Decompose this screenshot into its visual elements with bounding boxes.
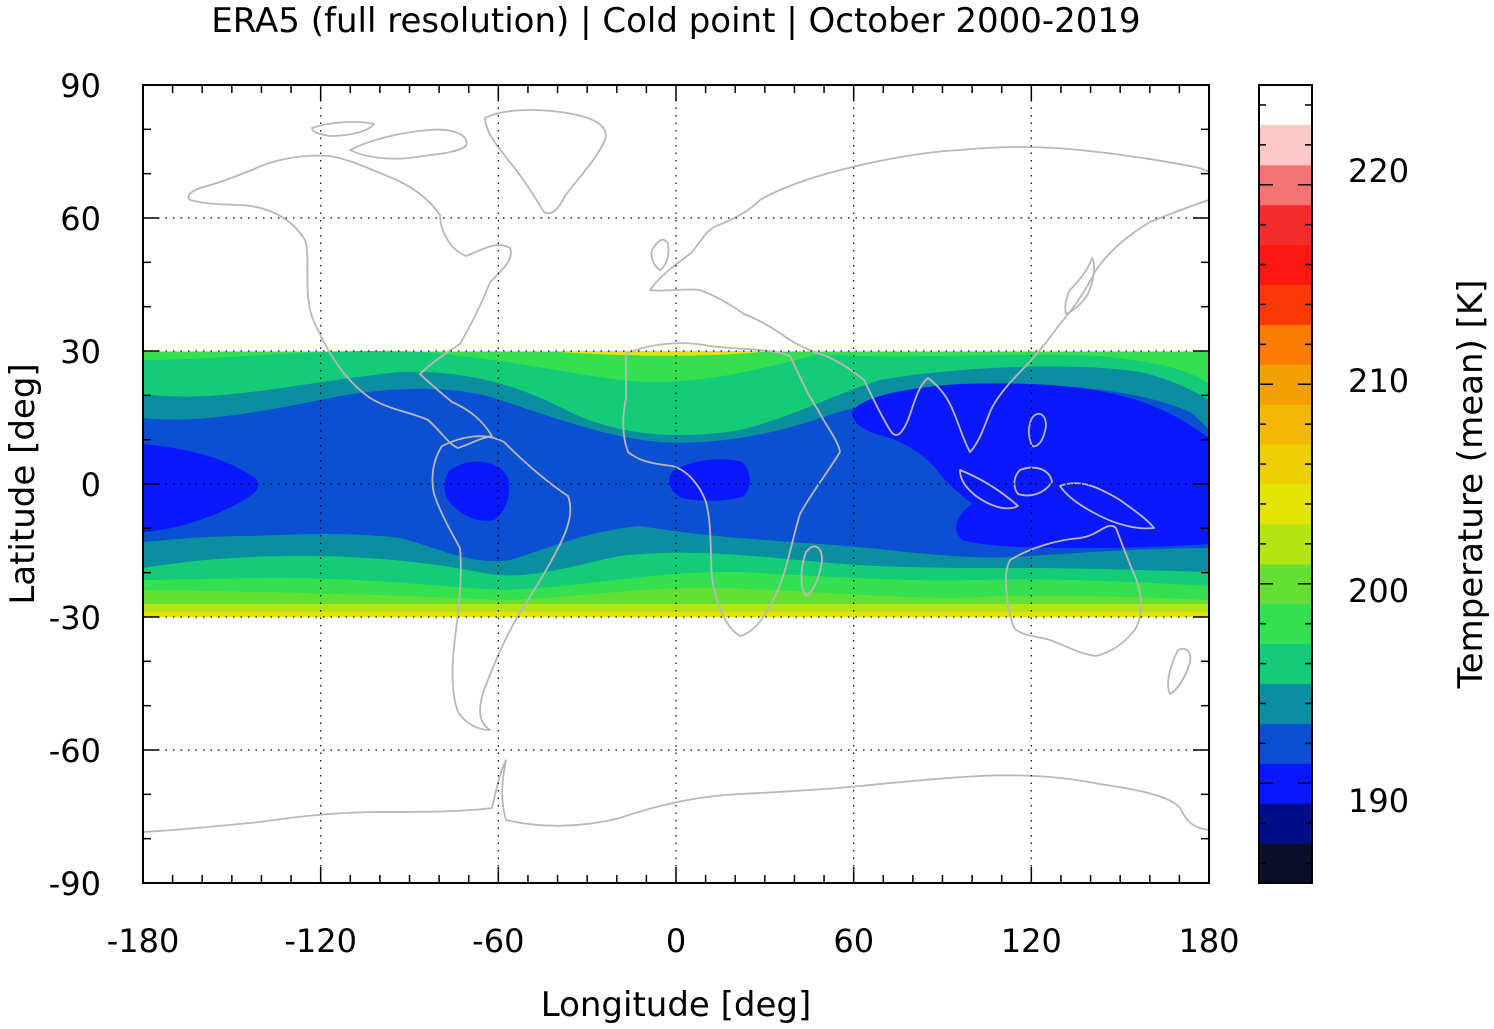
colorbar-swatch <box>1259 723 1312 764</box>
coast-arctic-islands <box>311 121 468 160</box>
cold-pocket-pacific <box>143 444 259 532</box>
colorbar-swatch <box>1259 484 1312 525</box>
colorbar-swatch <box>1259 284 1312 325</box>
y-tick-label: 30 <box>60 333 101 371</box>
x-axis-label: Longitude [deg] <box>541 985 812 1025</box>
colorbar-tick-label: 210 <box>1348 362 1409 400</box>
cold-pocket-amazon <box>444 461 510 521</box>
colorbar-swatch <box>1259 523 1312 565</box>
coastlines <box>143 109 1209 833</box>
colorbar-ticks <box>1259 104 1312 864</box>
colorbar-swatch <box>1259 603 1312 645</box>
coast-south-america <box>431 435 572 731</box>
colorbar <box>1259 124 1312 884</box>
y-tick-labels: 90 60 30 0 -30 -60 -90 <box>49 67 101 903</box>
x-tick-label: -180 <box>107 922 180 960</box>
colorbar-swatch <box>1259 204 1312 246</box>
x-tick-label: 120 <box>1001 922 1062 960</box>
coast-new-zealand <box>1167 647 1192 695</box>
coast-japan <box>1064 257 1095 315</box>
coast-eurasia <box>649 146 1209 453</box>
y-tick-label: 60 <box>60 200 101 238</box>
coast-north-america <box>187 154 512 449</box>
colorbar-swatch <box>1259 683 1312 724</box>
colorbar-swatch <box>1259 244 1312 285</box>
x-tick-label: -120 <box>284 922 357 960</box>
gridlines <box>143 85 1209 883</box>
x-tick-label: 60 <box>833 922 874 960</box>
colorbar-label: Temperature (mean) [K] <box>1451 280 1491 690</box>
chart-title: ERA5 (full resolution) | Cold point | Oc… <box>211 1 1140 41</box>
coast-maritime <box>959 412 1155 530</box>
colorbar-tick-label: 200 <box>1348 572 1409 610</box>
x-tick-labels: -180 -120 -60 0 60 120 180 <box>107 922 1240 960</box>
colorbar-swatch <box>1259 404 1312 445</box>
colorbar-swatch <box>1259 324 1312 365</box>
y-tick-label: 0 <box>81 466 101 504</box>
coast-australia <box>1005 525 1142 657</box>
coast-madagascar <box>800 545 823 597</box>
colorbar-frame <box>1258 84 1313 884</box>
y-axis-label: Latitude [deg] <box>3 363 43 604</box>
x-tick-label: -60 <box>472 922 524 960</box>
colorbar-swatch <box>1259 124 1312 166</box>
colorbar-swatch <box>1259 843 1312 884</box>
x-tick-label: 0 <box>666 922 686 960</box>
cold-pocket-warm-pool <box>852 383 1209 548</box>
colorbar-swatch <box>1259 643 1312 684</box>
tick-marks <box>142 84 1210 884</box>
colorbar-tick-labels: 190 200 210 220 <box>1348 152 1409 820</box>
coast-uk <box>650 238 670 271</box>
coast-antarctica <box>143 759 1209 833</box>
y-tick-label: 90 <box>60 67 101 105</box>
coast-greenland <box>484 109 607 215</box>
colorbar-tick-label: 190 <box>1348 782 1409 820</box>
y-tick-label: -30 <box>49 599 101 637</box>
y-tick-label: -60 <box>49 732 101 770</box>
colorbar-swatch <box>1259 803 1312 844</box>
y-tick-label: -90 <box>49 865 101 903</box>
cold-pocket-congo <box>669 459 750 501</box>
x-tick-label: 180 <box>1178 922 1239 960</box>
colorbar-swatch <box>1259 444 1312 485</box>
colorbar-tick-label: 220 <box>1348 152 1409 190</box>
coast-africa <box>622 342 841 637</box>
